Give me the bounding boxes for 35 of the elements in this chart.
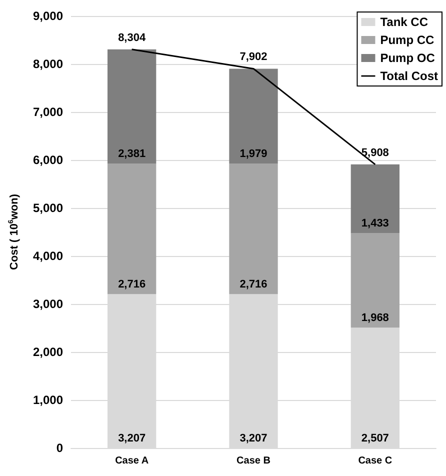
x-tick-label: Case A	[115, 456, 149, 466]
bar	[108, 49, 156, 164]
bar	[108, 164, 156, 294]
data-label: 8,304	[118, 32, 146, 44]
data-label: 1,968	[361, 312, 389, 324]
data-label: 1,979	[240, 148, 268, 160]
legend-label: Pump CC	[380, 33, 435, 47]
y-tick-label: 9,000	[32, 9, 64, 23]
y-tick-label: 4,000	[32, 249, 64, 263]
data-label: 3,207	[240, 432, 268, 444]
y-tick-label: 3,000	[32, 297, 64, 311]
y-tick-label: 5,000	[32, 201, 64, 215]
y-tick-label: 2,000	[32, 345, 64, 359]
x-tick-label: Case B	[236, 456, 270, 466]
data-label: 5,908	[361, 146, 389, 159]
data-label: 3,207	[118, 432, 146, 444]
data-label: 2,507	[361, 432, 389, 444]
y-tick-label: 7,000	[32, 105, 64, 119]
legend-label: Total Cost	[380, 69, 438, 83]
data-label: 2,716	[118, 278, 146, 291]
data-label: 2,381	[118, 148, 146, 160]
legend-label: Tank CC	[380, 15, 428, 29]
x-tick-label: Case C	[358, 456, 392, 466]
y-tick-label: 0	[56, 441, 64, 455]
y-tick-label: 1,000	[32, 393, 64, 407]
bar	[350, 233, 400, 328]
legend-label: Pump OC	[380, 51, 436, 65]
bar	[229, 164, 278, 294]
bar	[350, 164, 400, 234]
y-tick-label: 6,000	[32, 153, 64, 167]
data-label: 1,433	[361, 218, 389, 230]
data-label: 2,716	[240, 278, 268, 291]
data-label: 7,902	[240, 51, 268, 64]
bar	[229, 68, 278, 164]
y-tick-label: 8,000	[32, 57, 64, 71]
